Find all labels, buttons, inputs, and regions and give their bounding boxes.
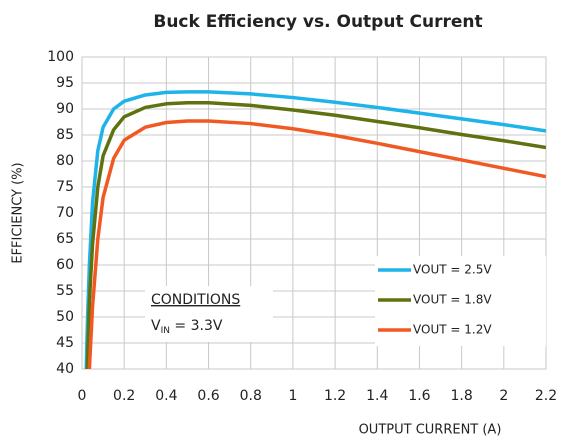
legend-label: VOUT = 1.2V <box>413 323 492 337</box>
conditions-text: VIN = 3.3V <box>151 318 223 336</box>
legend-label: VOUT = 2.5V <box>413 263 492 277</box>
y-tick-label: 75 <box>56 179 74 195</box>
x-tick-label: 0.4 <box>155 388 177 404</box>
x-tick-label: 1.2 <box>324 388 346 404</box>
y-tick-label: 55 <box>56 283 74 299</box>
y-tick-label: 40 <box>56 361 74 377</box>
x-axis-label: OUTPUT CURRENT (A) <box>359 423 502 438</box>
x-tick-label: 0.8 <box>240 388 262 404</box>
y-tick-label: 45 <box>56 335 74 351</box>
plot-border <box>81 56 547 370</box>
conditions-box <box>145 286 273 342</box>
x-tick-label: 2.2 <box>535 388 557 404</box>
y-tick-label: 60 <box>56 257 74 273</box>
y-tick-label: 80 <box>56 153 74 169</box>
series-line <box>84 90 546 369</box>
x-tick-label: 0.2 <box>113 388 135 404</box>
x-tick-label: 0 <box>78 388 87 404</box>
y-tick-label: 70 <box>56 205 74 221</box>
x-tick-label: 1.6 <box>408 388 430 404</box>
series-line <box>85 101 546 369</box>
legend-label: VOUT = 1.8V <box>413 293 492 307</box>
x-tick-label: 1.8 <box>451 388 473 404</box>
x-tick-label: 1 <box>288 388 297 404</box>
y-axis-label: EFFICIENCY (%) <box>11 162 26 263</box>
conditions-title: CONDITIONS <box>151 292 240 308</box>
x-tick-label: 0.6 <box>197 388 219 404</box>
series-line <box>87 119 546 369</box>
y-tick-label: 65 <box>56 231 74 247</box>
x-tick-label: 1.4 <box>366 388 388 404</box>
y-tick-label: 50 <box>56 309 74 325</box>
vin-subscript: IN <box>161 326 170 336</box>
y-tick-label: 95 <box>56 75 74 91</box>
x-tick-label: 2 <box>499 388 508 404</box>
y-tick-label: 90 <box>56 101 74 117</box>
vin-rest: = 3.3V <box>170 318 223 334</box>
vin-base: V <box>151 318 161 334</box>
y-tick-label: 85 <box>56 127 74 143</box>
y-tick-label: 100 <box>47 49 74 65</box>
chart-title: Buck Efficiency vs. Output Current <box>153 12 482 32</box>
